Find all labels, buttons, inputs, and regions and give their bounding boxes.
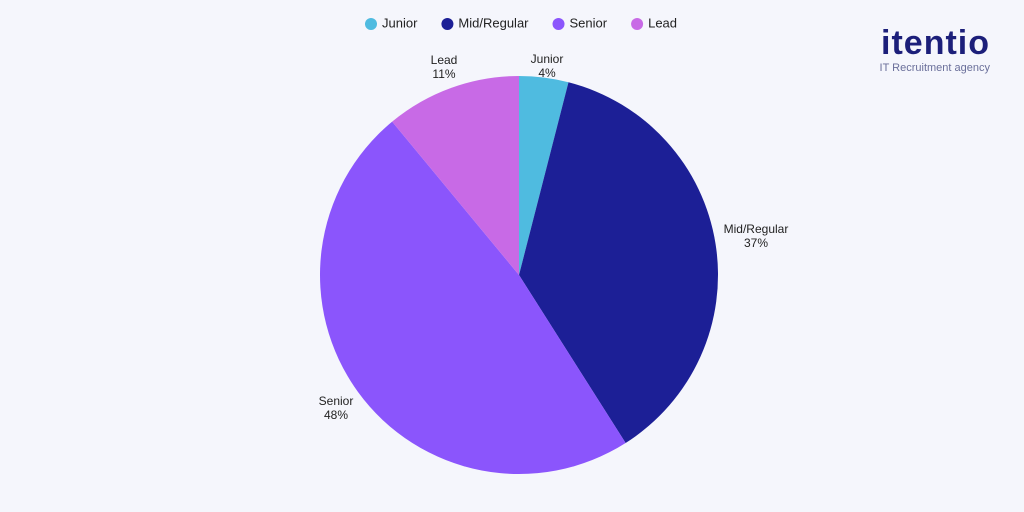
pie-slice [392,76,519,275]
legend-marker [631,18,644,30]
slice-label: Junior [531,52,564,66]
pie-slice [519,76,569,275]
legend-label: Mid/Regular [458,15,529,30]
slice-value-label: 11% [432,67,455,81]
legend-marker [441,18,454,30]
legend: Junior Mid/Regular Senior Lead [365,15,677,30]
legend-marker [552,18,565,30]
slice-value-label: 37% [744,236,768,250]
legend-label: Senior [570,15,608,30]
pie-slice [519,82,718,444]
slice-label: Senior [319,394,354,408]
legend-label: Junior [382,15,418,30]
legend-label: Lead [648,15,677,30]
slice-label: Mid/Regular [724,222,789,236]
slice-value-label: 4% [538,66,556,80]
legend-marker [365,18,377,30]
slice-value-label: 48% [324,408,348,422]
slice-label: Lead [431,53,458,67]
logo-tagline: IT Recruitment agency [880,62,991,74]
pie-slice [319,121,626,475]
logo-name: itentio [881,24,990,62]
